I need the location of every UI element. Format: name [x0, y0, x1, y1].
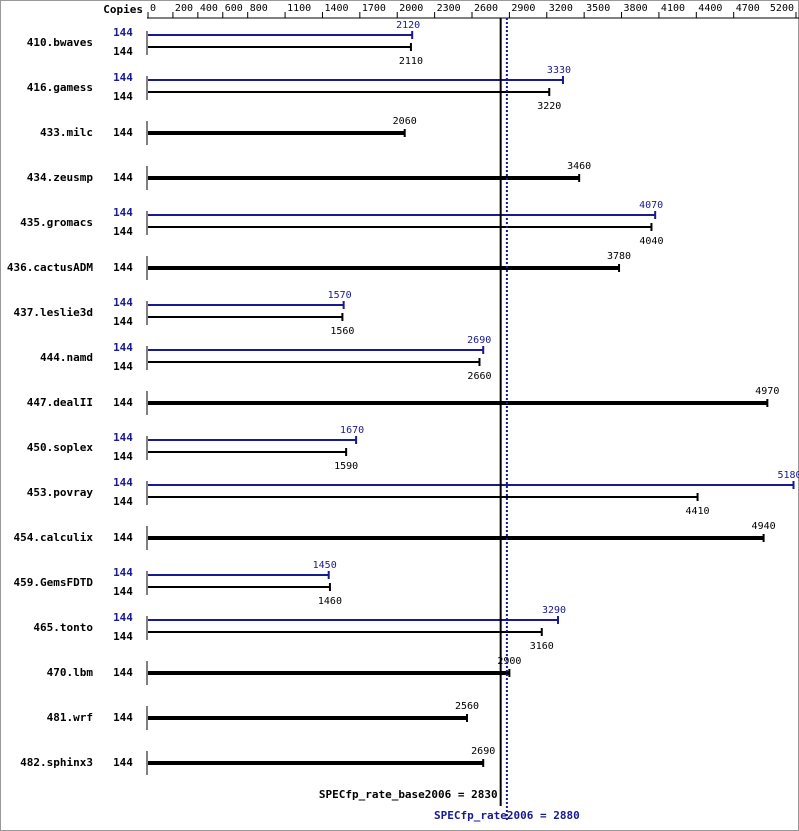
copies-header: Copies [103, 3, 143, 16]
peak-copies: 144 [113, 431, 133, 444]
x-tick-label: 4400 [698, 3, 722, 14]
base-copies: 144 [113, 756, 133, 769]
x-tick-label: 3800 [624, 3, 648, 14]
benchmark-label: 447.dealII [27, 396, 93, 409]
base-copies: 144 [113, 360, 133, 373]
base-value-label: 3780 [607, 251, 631, 262]
peak-copies: 144 [113, 71, 133, 84]
base-copies: 144 [113, 711, 133, 724]
base-value-label: 3220 [537, 101, 561, 112]
x-tick-label: 200 [175, 3, 193, 14]
benchmark-label: 482.sphinx3 [20, 756, 93, 769]
x-tick-label: 1400 [324, 3, 348, 14]
base-copies: 144 [113, 585, 133, 598]
peak-value-label: 5180 [777, 470, 799, 481]
base-copies: 144 [113, 495, 133, 508]
reference-label: SPECfp_rate_base2006 = 2830 [319, 788, 498, 801]
peak-copies: 144 [113, 296, 133, 309]
base-copies: 144 [113, 45, 133, 58]
benchmark-label: 470.lbm [47, 666, 94, 679]
base-copies: 144 [113, 225, 133, 238]
base-value-label: 2560 [455, 701, 479, 712]
base-value-label: 3160 [530, 641, 554, 652]
peak-value-label: 2120 [396, 20, 420, 31]
base-value-label: 4040 [639, 236, 663, 247]
x-tick-label: 4700 [736, 3, 760, 14]
base-copies: 144 [113, 126, 133, 139]
x-tick-label: 400 [200, 3, 218, 14]
base-value-label: 1560 [330, 326, 354, 337]
base-copies: 144 [113, 171, 133, 184]
base-value-label: 2110 [399, 56, 423, 67]
base-copies: 144 [113, 531, 133, 544]
peak-copies: 144 [113, 206, 133, 219]
benchmark-label: 459.GemsFDTD [14, 576, 94, 589]
x-tick-label: 1700 [362, 3, 386, 14]
peak-copies: 144 [113, 476, 133, 489]
benchmark-label: 437.leslie3d [14, 306, 93, 319]
x-tick-label: 2000 [399, 3, 423, 14]
peak-value-label: 1670 [340, 425, 364, 436]
benchmark-label: 434.zeusmp [27, 171, 94, 184]
peak-copies: 144 [113, 341, 133, 354]
peak-value-label: 1450 [313, 560, 337, 571]
peak-value-label: 4070 [639, 200, 663, 211]
benchmark-label: 436.cactusADM [7, 261, 93, 274]
reference-label: SPECfp_rate2006 = 2880 [434, 809, 580, 822]
base-value-label: 2690 [471, 746, 495, 757]
peak-copies: 144 [113, 26, 133, 39]
peak-value-label: 1570 [328, 290, 352, 301]
benchmark-label: 450.soplex [27, 441, 94, 454]
base-copies: 144 [113, 261, 133, 274]
base-value-label: 1590 [334, 461, 358, 472]
base-copies: 144 [113, 315, 133, 328]
x-tick-label: 2600 [474, 3, 498, 14]
benchmark-label: 454.calculix [14, 531, 94, 544]
x-tick-label: 2300 [437, 3, 461, 14]
base-value-label: 4940 [752, 521, 776, 532]
peak-value-label: 3290 [542, 605, 566, 616]
x-tick-label: 0 [150, 3, 156, 14]
base-copies: 144 [113, 630, 133, 643]
peak-copies: 144 [113, 566, 133, 579]
base-value-label: 2900 [497, 656, 521, 667]
base-value-label: 2660 [467, 371, 491, 382]
x-tick-label: 1100 [287, 3, 311, 14]
peak-value-label: 2690 [467, 335, 491, 346]
x-tick-label: 600 [225, 3, 243, 14]
benchmark-label: 481.wrf [47, 711, 93, 724]
benchmark-label: 453.povray [27, 486, 94, 499]
x-tick-label: 2900 [511, 3, 535, 14]
benchmark-label: 433.milc [40, 126, 93, 139]
x-tick-label: 800 [250, 3, 268, 14]
base-copies: 144 [113, 450, 133, 463]
base-copies: 144 [113, 666, 133, 679]
benchmark-label: 435.gromacs [20, 216, 93, 229]
benchmark-label: 465.tonto [33, 621, 93, 634]
benchmark-label: 444.namd [40, 351, 93, 364]
base-value-label: 1460 [318, 596, 342, 607]
x-tick-label: 3500 [586, 3, 610, 14]
benchmark-label: 416.gamess [27, 81, 93, 94]
base-value-label: 2060 [393, 116, 417, 127]
base-value-label: 4410 [686, 506, 710, 517]
x-tick-label: 4100 [661, 3, 685, 14]
base-value-label: 4970 [755, 386, 779, 397]
base-copies: 144 [113, 396, 133, 409]
base-copies: 144 [113, 90, 133, 103]
peak-value-label: 3330 [547, 65, 571, 76]
x-tick-label: 3200 [549, 3, 573, 14]
x-tick-label: 5200 [770, 3, 794, 14]
benchmark-label: 410.bwaves [27, 36, 93, 49]
peak-copies: 144 [113, 611, 133, 624]
base-value-label: 3460 [567, 161, 591, 172]
